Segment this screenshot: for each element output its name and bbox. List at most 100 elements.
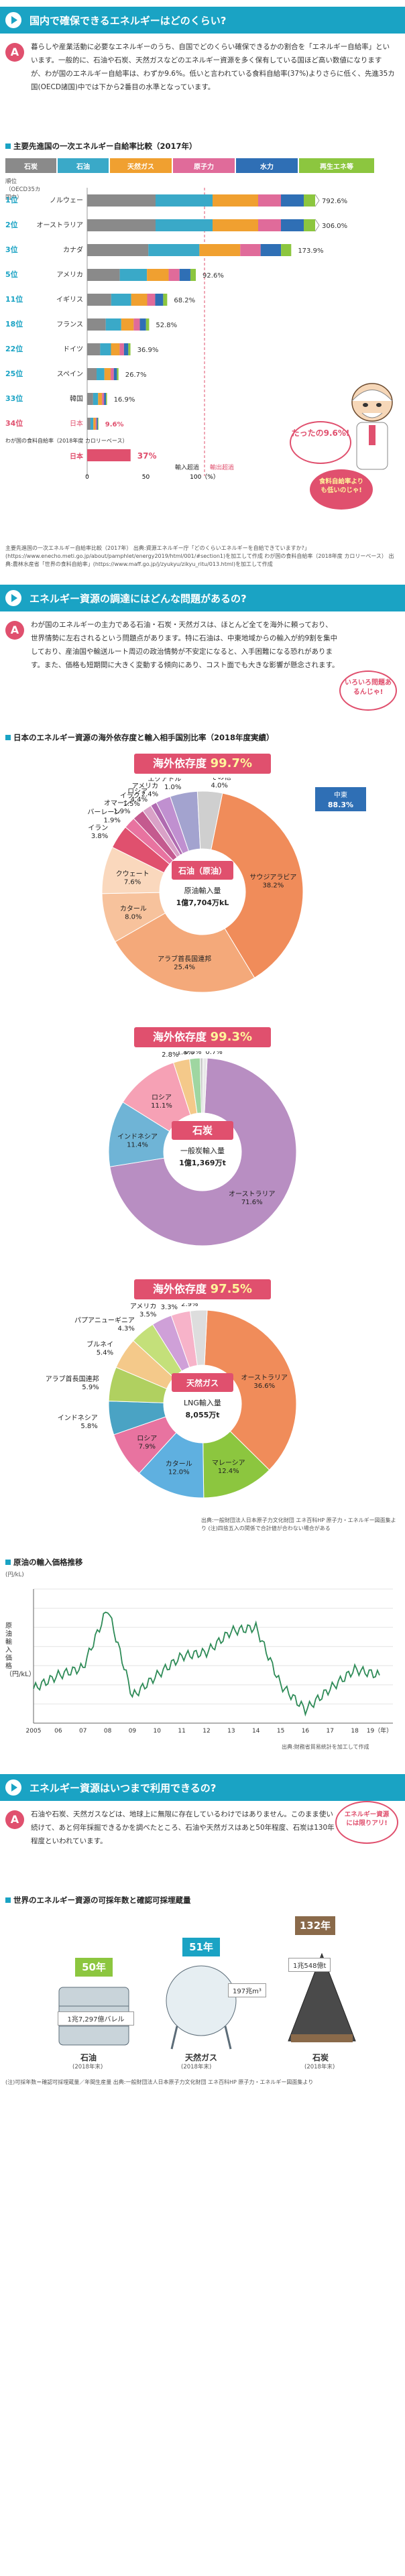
- oil-donut-chart: サウジアラビア 38.2% アラブ首長国連邦 25.4% カタール 8.0% クウェート 7.…: [87, 778, 366, 993]
- value-label: 9.6%: [105, 421, 124, 428]
- gas-year: (2018年末): [181, 2064, 212, 2070]
- y-unit: (円/kL): [5, 1572, 24, 1578]
- rank-label: 18位: [5, 319, 23, 329]
- rank-label: 22位: [5, 344, 23, 353]
- x-tick-label: 18: [351, 1728, 359, 1735]
- bar-segment: [95, 418, 97, 430]
- slice-value: 5.8%: [80, 1423, 97, 1430]
- country-label: ドイツ: [63, 346, 83, 353]
- slice-label: 中国0.5%: [184, 1051, 201, 1056]
- value-label: 26.7%: [125, 371, 147, 379]
- play-icon: [5, 12, 21, 28]
- legend-item-hydro: 水力: [236, 158, 298, 173]
- x-tick-label: 08: [104, 1728, 112, 1735]
- export-label: 輸出超過: [210, 463, 234, 471]
- oil-reserve-amount: 1兆7,297億バレル: [58, 2011, 134, 2026]
- section-title: 国内で確保できるエネルギーはどのくらい?: [30, 15, 227, 27]
- mideast-value: 88.3%: [328, 801, 353, 809]
- donut-slice: [115, 913, 255, 993]
- slice-value: 5.4%: [97, 1350, 113, 1357]
- slice-name: アラブ首長国連邦: [158, 955, 211, 963]
- donut-slice: [109, 1057, 297, 1246]
- slice-name: イラク: [120, 792, 140, 800]
- bar-segment: [113, 368, 117, 380]
- slice-value: 11.4%: [127, 1141, 148, 1149]
- gas-reserve-amount: 197兆m³: [228, 1983, 266, 1997]
- slice-name: その他: [211, 778, 231, 781]
- slice-name: ロシア: [137, 1435, 157, 1442]
- slice-name: ロシア: [152, 1094, 172, 1102]
- value-label: 36.9%: [137, 347, 159, 354]
- bar-segment: [199, 244, 241, 256]
- bar-segment: [97, 368, 105, 380]
- center-amount: 1億7,704万kL: [176, 898, 229, 907]
- legend-item-coal: 石炭: [5, 158, 56, 173]
- country-label: スペイン: [57, 371, 83, 378]
- chart-title-3: 原油の輸入価格推移: [5, 1557, 83, 1568]
- bar-segment: [91, 418, 94, 430]
- oil-price-line-chart: 2005 06 07 08 09 10 11 12 13 14 15 16 17 18 19（年）: [26, 1588, 393, 1735]
- value-label: 792.6%: [322, 198, 347, 205]
- coal-reserve-amount: 1兆548億t: [288, 1958, 331, 1972]
- country-label: ノルウェー: [50, 196, 83, 204]
- slice-label: クウェート 7.6%: [116, 870, 150, 886]
- slice-name: クウェート: [116, 870, 150, 878]
- x-tick-label: 09: [129, 1728, 137, 1735]
- bar-segment: [240, 244, 261, 256]
- bar-segment: [104, 368, 111, 380]
- center-sub: LNG輸入量: [184, 1398, 221, 1407]
- bar-segment: [258, 194, 281, 207]
- answer-mark: A: [5, 621, 24, 640]
- x-tick-label: 2005: [26, 1728, 42, 1735]
- slice-value: 1.0%: [164, 784, 181, 791]
- slice-label: マレーシア 12.4%: [212, 1460, 245, 1475]
- slice-label: ロシア 4.4%: [127, 788, 148, 803]
- x-tick-label: 15: [277, 1728, 284, 1735]
- bar-segment: [304, 194, 315, 207]
- slice-value: 1.5%: [123, 801, 139, 808]
- country-label: オーストラリア: [37, 221, 84, 229]
- dependency-prefix: 海外依存度: [152, 1031, 207, 1043]
- country-label: 韓国: [70, 395, 83, 403]
- bar-segment: [105, 318, 121, 331]
- country-label: アメリカ: [57, 271, 84, 279]
- bar-segment: [111, 343, 120, 355]
- bar-segment: [87, 269, 120, 281]
- slice-value: 12.4%: [218, 1468, 239, 1475]
- food-label: わが国の食料自給率（2018年度 カロリーベース）: [5, 437, 128, 444]
- slice-value: 2.4%: [141, 791, 158, 798]
- center-name: 石炭: [192, 1124, 213, 1136]
- country-label: イギリス: [56, 296, 83, 304]
- slice-label: その他0.7%: [205, 1051, 225, 1056]
- professor-illustration: [351, 383, 393, 470]
- rank-label: 34位: [5, 418, 23, 428]
- x-tick-label: 17: [327, 1728, 334, 1735]
- section-header-3: エネルギー資源はいつまで利用できるの?: [0, 1774, 405, 1801]
- value-label: 52.8%: [156, 322, 177, 329]
- center-badge: [172, 1121, 233, 1140]
- bar-segment: [304, 219, 315, 231]
- bar-segment: [87, 294, 111, 306]
- bar-segment: [93, 393, 99, 405]
- slice-label: イラン 3.8%: [88, 824, 108, 840]
- slice-label: イラク 1.5%: [120, 792, 140, 808]
- slice-label: パプアニューギニア 4.3%: [74, 1317, 135, 1333]
- bar-segment: [133, 318, 140, 331]
- slice-value: 25.4%: [174, 964, 195, 972]
- slice-value: 0.7%: [205, 1051, 222, 1056]
- slice-name: パプアニューギニア: [74, 1317, 135, 1325]
- section-header-2: エネルギー資源の調達にはどんな問題があるの?: [0, 585, 405, 611]
- center-sub: 一般炭輸入量: [180, 1146, 225, 1155]
- slice-name: ロシア: [127, 788, 148, 795]
- slice-label: インドネシア 11.4%: [117, 1132, 158, 1149]
- slice-label: バーレーン 1.9%: [87, 809, 121, 825]
- dependency-header-gas: 海外依存度 97.5%: [134, 1279, 271, 1299]
- dependency-value: 99.3%: [210, 1030, 253, 1044]
- slice-name: ブルネイ: [86, 1340, 113, 1349]
- slice-label: オーストラリア 36.6%: [241, 1374, 288, 1390]
- axis-tick: 100（%）: [190, 473, 219, 481]
- chart-source-3: 出典:財務省貿易統計を加工して作成: [282, 1744, 369, 1750]
- gas-years-badge: 51年: [182, 1938, 220, 1956]
